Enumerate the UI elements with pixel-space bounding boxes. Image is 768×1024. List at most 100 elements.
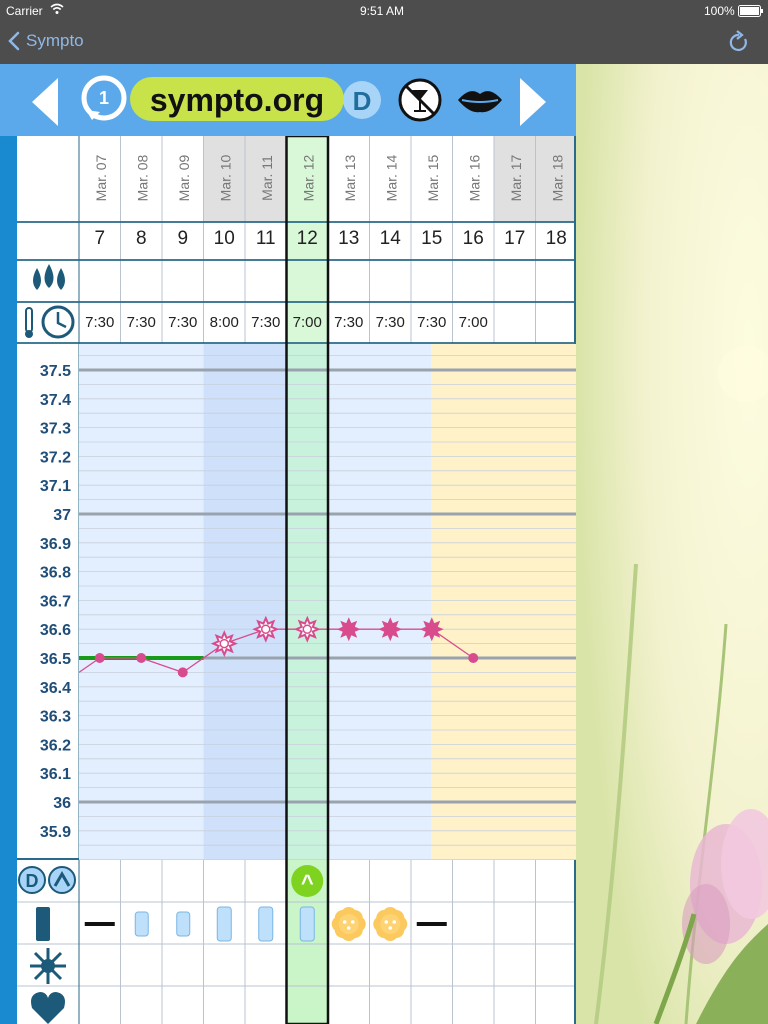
mucus-mark[interactable] <box>331 907 366 941</box>
y-tick-label: 36.9 <box>40 536 71 553</box>
measurement-time[interactable]: 7:30 <box>417 314 446 331</box>
lips-button[interactable] <box>458 91 502 113</box>
navigation-bar: Sympto <box>0 22 768 64</box>
day-number[interactable]: 12 <box>297 228 318 249</box>
date-label: Mar. 17 <box>508 154 524 201</box>
chart-toolbar: 1 sympto.org D <box>0 64 576 136</box>
day-number[interactable]: 14 <box>380 228 402 249</box>
measurement-time[interactable]: 7:00 <box>459 314 488 331</box>
temperature-point[interactable] <box>378 617 403 642</box>
measurement-time[interactable]: 7:00 <box>293 314 322 331</box>
day-number[interactable]: 18 <box>546 228 567 249</box>
day-number[interactable]: 7 <box>94 228 105 249</box>
battery-icon <box>738 5 764 20</box>
flower-background <box>576 64 768 1024</box>
measurement-time[interactable]: 7:30 <box>127 314 156 331</box>
temperature-point[interactable] <box>210 630 238 658</box>
temperature-point[interactable] <box>94 653 105 663</box>
temperature-point[interactable] <box>177 667 188 678</box>
temperature-point[interactable] <box>419 617 444 642</box>
y-tick-label: 36.5 <box>40 651 71 668</box>
y-tick-label: 37 <box>53 507 71 524</box>
arrow-left-icon <box>32 78 58 126</box>
battery-label: 100% <box>704 4 735 18</box>
date-label: Mar. 16 <box>466 154 482 201</box>
svg-text:D: D <box>26 871 39 891</box>
y-tick-label: 37.5 <box>40 363 71 380</box>
day-number[interactable]: 10 <box>214 228 235 249</box>
date-label: Mar. 18 <box>549 154 565 201</box>
bleeding-icon <box>36 907 50 941</box>
plot-column-bg <box>245 344 287 860</box>
cycle-number: 1 <box>99 88 109 108</box>
day-number[interactable]: 15 <box>421 228 442 249</box>
bleeding-mark[interactable] <box>258 906 274 942</box>
carrier-label: Carrier <box>6 4 43 18</box>
refresh-icon <box>729 30 747 52</box>
spotting-mark[interactable] <box>134 911 149 937</box>
no-bleeding-mark[interactable] <box>416 922 447 926</box>
day-number[interactable]: 8 <box>136 228 147 249</box>
plot-column-bg <box>369 344 411 860</box>
measurement-time[interactable]: 8:00 <box>210 314 239 331</box>
day-number[interactable]: 17 <box>504 228 525 249</box>
date-label: Mar. 13 <box>342 154 358 201</box>
cycle-icon <box>81 75 127 121</box>
date-label: Mar. 09 <box>176 154 192 201</box>
d-badge-icon: D <box>353 86 372 116</box>
temperature-point[interactable] <box>336 617 361 642</box>
background-panel <box>576 64 768 1024</box>
cycle-button[interactable]: 1 <box>81 75 127 121</box>
day-number[interactable]: 9 <box>177 228 188 249</box>
spotting-mark[interactable] <box>176 911 191 937</box>
temperature-point[interactable] <box>136 653 147 663</box>
refresh-button[interactable] <box>728 30 750 59</box>
no-alcohol-button[interactable] <box>398 78 442 122</box>
clock-label: 9:51 AM <box>360 4 405 18</box>
d-badge-button[interactable]: D <box>343 81 381 119</box>
arrow-right-icon <box>520 78 546 126</box>
measurement-time[interactable]: 7:30 <box>251 314 280 331</box>
y-tick-label: 37.3 <box>40 421 71 438</box>
date-label: Mar. 08 <box>134 154 150 201</box>
left-strip <box>0 136 17 1024</box>
y-tick-label: 36 <box>53 795 71 812</box>
plot-column-bg <box>494 344 536 860</box>
y-tick-label: 37.2 <box>40 449 71 466</box>
fertile-window <box>431 344 453 860</box>
measurement-time[interactable]: 7:30 <box>85 314 114 331</box>
peak-marker-symbol: ^ <box>301 870 314 895</box>
day-number[interactable]: 11 <box>256 228 276 249</box>
day-number[interactable]: 16 <box>463 228 484 249</box>
next-cycle-button[interactable] <box>520 78 546 126</box>
no-bleeding-mark[interactable] <box>84 922 115 926</box>
bleeding-mark[interactable] <box>299 906 315 942</box>
y-tick-label: 36.8 <box>40 565 71 582</box>
temperature-point[interactable] <box>468 653 479 663</box>
y-tick-label: 36.7 <box>40 593 71 610</box>
thermometer-clock-icon <box>25 305 75 339</box>
y-tick-label: 36.2 <box>40 737 71 754</box>
peak-marker[interactable] <box>291 865 324 897</box>
measurement-time[interactable]: 7:30 <box>334 314 363 331</box>
bleeding-mark[interactable] <box>216 906 232 942</box>
mucus-drops-icon <box>33 264 65 290</box>
temperature-point[interactable] <box>293 615 321 643</box>
previous-cycle-button[interactable] <box>32 78 58 126</box>
plot-column-bg <box>162 344 204 860</box>
plot-column-bg <box>286 344 328 860</box>
mucus-mark[interactable] <box>373 907 408 941</box>
heart-icon <box>31 992 65 1024</box>
day-number[interactable]: 13 <box>338 228 359 249</box>
sun-icon <box>30 948 66 984</box>
plot-column-bg <box>203 344 245 860</box>
date-label: Mar. 12 <box>300 154 316 201</box>
y-tick-label: 35.9 <box>40 824 71 841</box>
plot-column-bg <box>452 344 494 860</box>
temperature-point[interactable] <box>252 615 280 643</box>
measurement-time[interactable]: 7:30 <box>376 314 405 331</box>
back-button[interactable]: Sympto <box>8 31 84 51</box>
y-tick-label: 37.4 <box>40 392 71 409</box>
y-tick-label: 37.1 <box>40 478 71 495</box>
measurement-time[interactable]: 7:30 <box>168 314 197 331</box>
